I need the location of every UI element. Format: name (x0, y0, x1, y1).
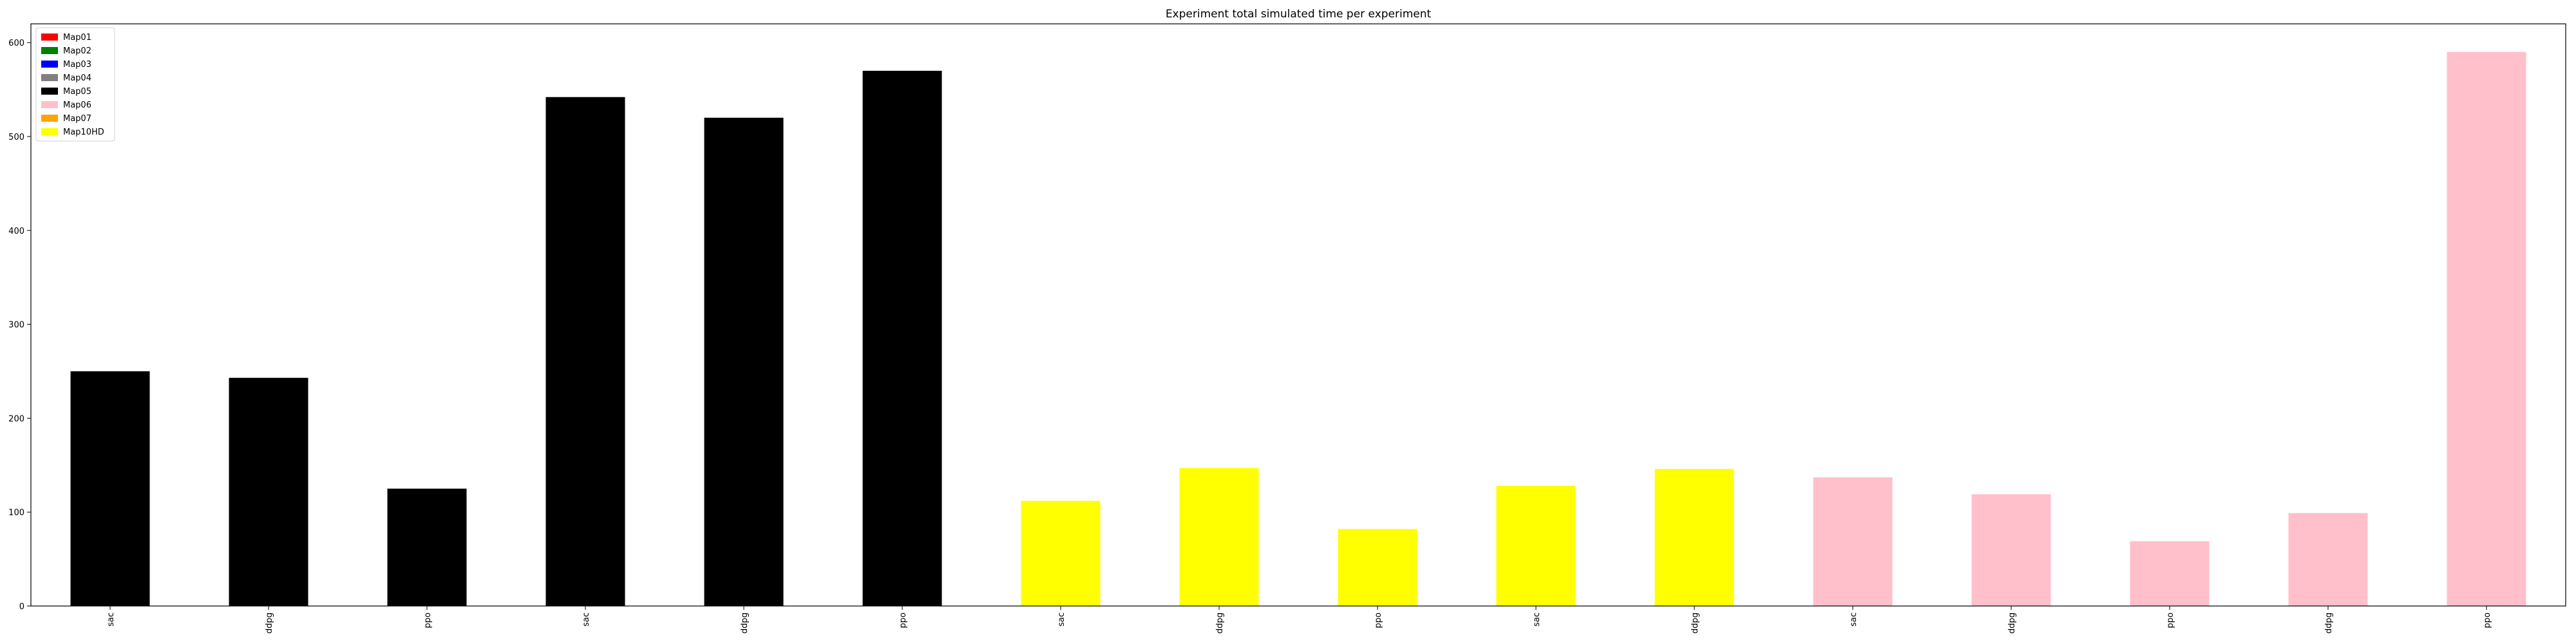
x-tick-label: sac (1532, 612, 1542, 627)
chart-title: Experiment total simulated time per expe… (1166, 8, 1432, 21)
legend-label: Map07 (63, 114, 91, 124)
y-tick-label: 500 (8, 133, 24, 142)
x-tick-label: sac (582, 612, 591, 627)
legend-label: Map10HD (63, 128, 104, 137)
legend-box (35, 27, 115, 142)
legend-label: Map02 (63, 46, 91, 56)
x-tick-label: ppo (1374, 612, 1383, 629)
bar-10 (1654, 469, 1734, 606)
y-tick-label: 100 (8, 508, 24, 518)
x-tick-label: ddpg (1215, 612, 1225, 634)
legend-label: Map01 (63, 33, 91, 43)
bar-0 (70, 371, 150, 606)
bar-13 (2130, 541, 2210, 606)
x-tick-label: ddpg (1690, 612, 1700, 634)
bar-4 (704, 117, 784, 606)
y-tick-label: 300 (8, 321, 24, 330)
x-tick-label: ppo (423, 612, 433, 629)
x-tick-label: sac (1057, 612, 1066, 627)
x-axis: sac ddpg ppo sac ddpg ppo sac ddpg ppo sac ddpg sac… (106, 606, 2492, 634)
y-tick-label: 600 (8, 39, 24, 48)
bar-3 (545, 97, 625, 607)
x-tick-label: ddpg (265, 612, 274, 634)
bars-group (70, 52, 2526, 607)
bar-14 (2288, 513, 2368, 606)
legend-swatch (41, 128, 58, 135)
x-tick-label: ddpg (2324, 612, 2334, 634)
legend-label: Map06 (63, 100, 91, 110)
y-tick-label: 400 (8, 227, 24, 236)
legend-swatch (41, 33, 58, 41)
legend-label: Map05 (63, 87, 91, 97)
legend-swatch (41, 74, 58, 81)
y-tick-label: 200 (8, 414, 24, 424)
legend-swatch (41, 88, 58, 95)
y-tick-label: 0 (19, 602, 24, 612)
x-tick-label: ddpg (740, 612, 750, 634)
legend-swatch (41, 115, 58, 122)
bar-15 (2447, 52, 2526, 606)
legend-swatch (41, 47, 58, 54)
bar-7 (1179, 468, 1259, 606)
y-axis: 0 100 200 300 400 500 600 (8, 39, 31, 612)
legend-swatch (41, 61, 58, 68)
bar-11 (1813, 477, 1893, 606)
bar-12 (1971, 494, 2051, 606)
bar-1 (229, 377, 308, 606)
plot-frame (30, 23, 2566, 607)
bar-8 (1338, 529, 1417, 606)
legend-swatch (41, 101, 58, 108)
bar-5 (862, 70, 942, 607)
x-tick-label: sac (106, 612, 116, 627)
legend-label: Map03 (63, 60, 91, 70)
bar-9 (1496, 486, 1576, 606)
bar-6 (1021, 500, 1101, 606)
x-tick-label: ppo (2166, 612, 2175, 629)
x-tick-label: sac (1849, 612, 1859, 627)
x-tick-label: ppo (2483, 612, 2492, 629)
legend-label: Map04 (63, 73, 91, 83)
legend: Map01 Map02 Map03 Map04 Map05 Map06 Map07 Map10… (35, 27, 115, 142)
x-tick-label: ddpg (2007, 612, 2017, 634)
bar-2 (387, 488, 467, 606)
x-tick-label: ppo (898, 612, 908, 629)
